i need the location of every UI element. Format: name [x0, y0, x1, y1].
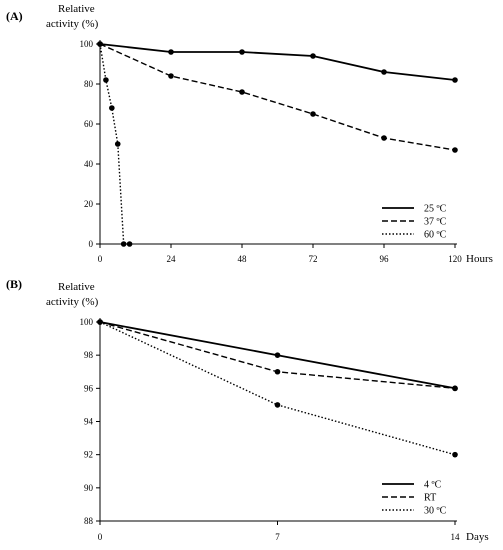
chart-panel-b: (B) Relative activity (%) 88 90 92 94 96 98 100 0 7…: [6, 277, 489, 543]
data-point: [381, 69, 387, 75]
legend-label: 60 ºC: [424, 230, 447, 241]
x-axis-title: Days: [466, 531, 489, 543]
panel-label: (A): [6, 9, 23, 23]
x-tick-label: 7: [275, 532, 280, 542]
data-point: [168, 49, 174, 55]
legend-label: 25 ºC: [424, 204, 447, 215]
y-tick-label: 98: [84, 350, 94, 360]
data-point: [452, 77, 458, 83]
y-tick-label: 94: [84, 417, 94, 427]
data-point: [239, 89, 245, 95]
y-axis-title-line2: activity (%): [46, 296, 99, 308]
y-tick-label: 0: [89, 239, 94, 249]
legend-label: RT: [424, 493, 436, 504]
data-point: [310, 53, 316, 59]
y-axis-title-line2: activity (%): [46, 18, 99, 30]
x-tick-label: 24: [167, 254, 177, 264]
y-axis-title-line1: Relative: [58, 281, 95, 293]
y-tick-label: 92: [84, 450, 93, 460]
x-tick-label: 14: [451, 532, 461, 542]
series-line: [99, 321, 456, 456]
data-point: [310, 111, 316, 117]
data-point: [452, 385, 458, 392]
series-line: [99, 43, 130, 245]
x-axis-title: Hours: [466, 253, 493, 265]
x-tick-label: 0: [98, 254, 103, 264]
data-point: [274, 352, 281, 358]
data-point: [126, 241, 133, 247]
panel-label: (B): [6, 277, 22, 291]
x-tick-label: 120: [448, 254, 462, 264]
series-line: [99, 43, 456, 151]
y-tick-label: 100: [80, 39, 94, 49]
x-tick-label: 48: [238, 254, 248, 264]
data-point: [109, 105, 115, 111]
y-tick-label: 80: [84, 79, 94, 89]
legend-label: 4 ºC: [424, 480, 442, 491]
y-tick-label: 60: [84, 119, 94, 129]
legend-label: 30 ºC: [424, 506, 447, 517]
data-point: [97, 41, 103, 47]
data-point: [120, 241, 127, 247]
y-axis-title-line1: Relative: [58, 3, 95, 15]
x-tick-label: 0: [98, 532, 103, 542]
data-point: [114, 141, 121, 147]
data-point: [452, 451, 458, 458]
data-point: [274, 402, 281, 408]
y-tick-label: 100: [80, 317, 94, 327]
data-point: [452, 147, 458, 153]
x-tick-label: 72: [309, 254, 318, 264]
y-tick-label: 40: [84, 159, 94, 169]
y-tick-label: 96: [84, 383, 94, 393]
y-tick-label: 88: [84, 516, 94, 526]
data-point: [274, 368, 281, 375]
y-tick-label: 90: [84, 483, 94, 493]
x-tick-label: 96: [380, 254, 390, 264]
data-point: [103, 77, 109, 83]
series-line: [99, 43, 456, 81]
data-point: [239, 49, 245, 55]
data-point: [381, 135, 387, 141]
y-tick-label: 20: [84, 199, 94, 209]
chart-panel-a: (A) Relative activity (%) 0 20 40 60 80 100 0 24 48…: [6, 3, 493, 265]
legend-label: 37 ºC: [424, 217, 447, 228]
data-point: [97, 319, 103, 325]
data-point: [168, 73, 174, 79]
